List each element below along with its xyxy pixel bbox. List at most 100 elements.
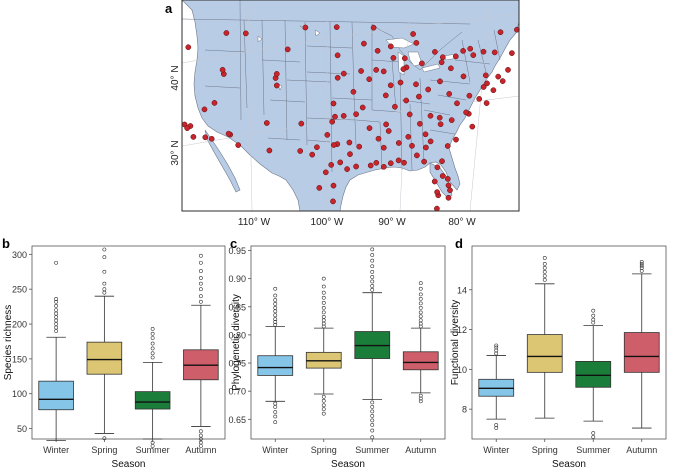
box-spring: [526, 334, 563, 373]
site-point: [332, 113, 338, 120]
outlier-point: [321, 295, 326, 300]
outlier-point: [273, 320, 278, 324]
site-point: [417, 120, 423, 127]
site-point: [316, 185, 323, 191]
site-point: [463, 109, 469, 116]
outlier-point: [273, 313, 278, 318]
box-winter: [257, 355, 294, 376]
outlier-point: [418, 301, 423, 306]
site-point: [284, 46, 291, 53]
panel-label-a: a: [165, 1, 173, 16]
y-tick-label: 8: [462, 405, 467, 415]
outlier-point: [542, 256, 547, 260]
site-point: [444, 143, 451, 149]
outlier-point: [639, 265, 644, 270]
site-point: [322, 169, 329, 176]
panel-b-species-richness: b 50 100 150 200 250 300 Species richness Season…: [2, 236, 226, 470]
site-point: [223, 30, 230, 36]
lon-label-110: 110° W: [238, 217, 271, 228]
outlier-point: [102, 290, 107, 295]
x-tick-label: Summer: [355, 445, 389, 455]
outlier-point: [102, 436, 107, 441]
outlier-point: [54, 329, 59, 333]
site-point: [436, 114, 443, 121]
site-point: [366, 125, 373, 131]
lat-label-30: 30° N: [170, 140, 181, 165]
y-tick-label: 0.75: [228, 359, 246, 369]
site-point: [419, 60, 425, 67]
outlier-point: [370, 279, 375, 284]
outlier-point: [542, 269, 547, 274]
site-point: [309, 151, 316, 158]
site-point: [480, 84, 487, 90]
y-tick-label: 100: [12, 389, 27, 399]
outlier-point: [54, 325, 59, 330]
site-point: [337, 159, 344, 166]
site-point: [483, 100, 490, 106]
outlier-point: [273, 302, 278, 306]
site-point: [401, 55, 408, 62]
box-winter: [38, 380, 74, 411]
outlier-point: [54, 304, 59, 308]
site-point: [358, 68, 364, 74]
outlier-point: [198, 287, 203, 292]
outlier-point: [273, 293, 278, 298]
site-point: [383, 121, 389, 128]
y-tick-label: 0.95: [228, 246, 246, 256]
site-point: [347, 151, 353, 157]
site-point: [330, 182, 337, 189]
map-baja: [204, 129, 241, 193]
site-point: [497, 29, 504, 36]
outlier-point: [418, 296, 423, 301]
outlier-point: [494, 345, 499, 350]
map-graticule: [181, 0, 520, 212]
site-point: [395, 140, 402, 146]
site-point: [392, 103, 398, 110]
outlier-point: [198, 429, 203, 434]
box-autumn: [402, 351, 439, 371]
outlier-point: [418, 318, 423, 323]
site-point: [416, 93, 422, 100]
site-point: [235, 142, 242, 148]
site-point: [480, 48, 487, 55]
site-point: [314, 144, 320, 151]
site-point: [452, 53, 459, 60]
outlier-point: [321, 314, 326, 319]
map-sites: [181, 24, 520, 212]
site-point: [425, 86, 432, 93]
site-point: [491, 49, 498, 56]
x-axis-label: Season: [331, 459, 365, 470]
box-summer: [134, 391, 171, 410]
site-point: [328, 162, 335, 168]
site-point: [434, 189, 440, 195]
outlier-point: [54, 299, 59, 304]
site-point: [373, 159, 380, 166]
site-point: [202, 134, 209, 141]
site-point: [353, 111, 359, 118]
site-point: [225, 130, 232, 137]
site-point: [302, 24, 309, 31]
y-axis-label: Phylogenetic diversity: [231, 294, 242, 391]
site-point: [340, 70, 347, 77]
site-point: [482, 72, 489, 79]
plot-frame: [471, 245, 667, 440]
site-point: [509, 50, 515, 56]
outlier-point: [150, 351, 155, 356]
site-point: [438, 59, 445, 66]
y-tick-label: 250: [12, 285, 27, 295]
site-point: [437, 121, 444, 128]
outlier-point: [273, 420, 278, 425]
outlier-point: [370, 253, 375, 257]
site-point: [373, 67, 380, 73]
outlier-point: [102, 269, 107, 274]
x-tick-label: Spring: [311, 445, 337, 455]
x-tick-label: Autumn: [185, 445, 216, 455]
lon-label-100: 100° W: [311, 217, 344, 228]
site-point: [467, 45, 474, 52]
site-point: [334, 52, 341, 59]
site-point: [495, 73, 502, 80]
site-point: [390, 55, 397, 61]
site-point: [447, 187, 453, 194]
outlier-point: [418, 324, 423, 329]
outlier-point: [273, 401, 278, 406]
